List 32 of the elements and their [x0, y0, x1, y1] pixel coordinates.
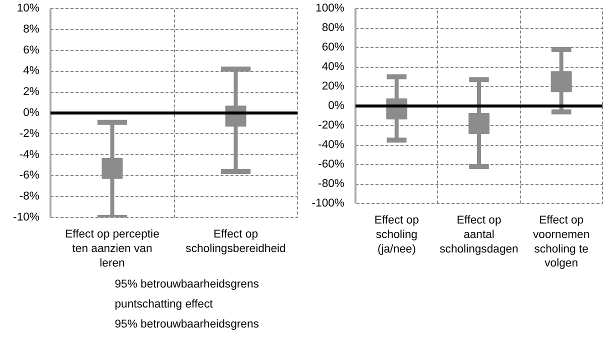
y-tick-label: -100%: [312, 198, 345, 210]
y-tick-label: 0%: [328, 100, 344, 112]
x-tick-label: Effect op aantal scholingsdagen: [440, 214, 518, 256]
y-tick-label: 4%: [23, 65, 40, 78]
y-tick-label: -80%: [318, 178, 345, 190]
y-tick-label: 6%: [23, 44, 40, 56]
y-tick-label: -20%: [318, 120, 345, 132]
y-tick-label: 60%: [322, 42, 345, 54]
point: [550, 71, 572, 92]
y-tick-label: 0%: [23, 107, 40, 119]
y-tick-label: 80%: [322, 22, 345, 34]
y-tick-label: -40%: [318, 139, 345, 151]
x-tick-label: Effect op scholingsbereidheid: [186, 228, 286, 255]
y-tick-label: -8%: [19, 190, 40, 203]
y-tick-label: 20%: [322, 80, 345, 92]
y-tick-label: 2%: [23, 86, 40, 98]
y-tick-label: 100%: [316, 2, 345, 14]
y-tick-label: -6%: [19, 170, 40, 182]
x-tick-label: Effect op voornemen scholing te volgen: [532, 214, 590, 270]
y-tick-label: 8%: [23, 23, 40, 36]
text: puntschatting effect: [114, 298, 214, 310]
y-tick-label: 40%: [322, 61, 345, 73]
y-tick-label: -60%: [318, 158, 345, 170]
y-tick-label: 10%: [16, 2, 40, 14]
y-tick-label: -10%: [13, 212, 40, 224]
text: 95% betrouwbaarheidsgrens: [114, 318, 260, 330]
x-tick-label: Effect op scholing (ja/nee): [374, 214, 419, 256]
y-tick-label: -4%: [19, 148, 40, 161]
text: 95% betrouwbaarheidsgrens: [114, 278, 260, 290]
y-tick-label: -2%: [19, 128, 40, 140]
x-tick-label: Effect op perceptie ten aanzien van leren: [65, 228, 160, 270]
point: [468, 113, 490, 134]
